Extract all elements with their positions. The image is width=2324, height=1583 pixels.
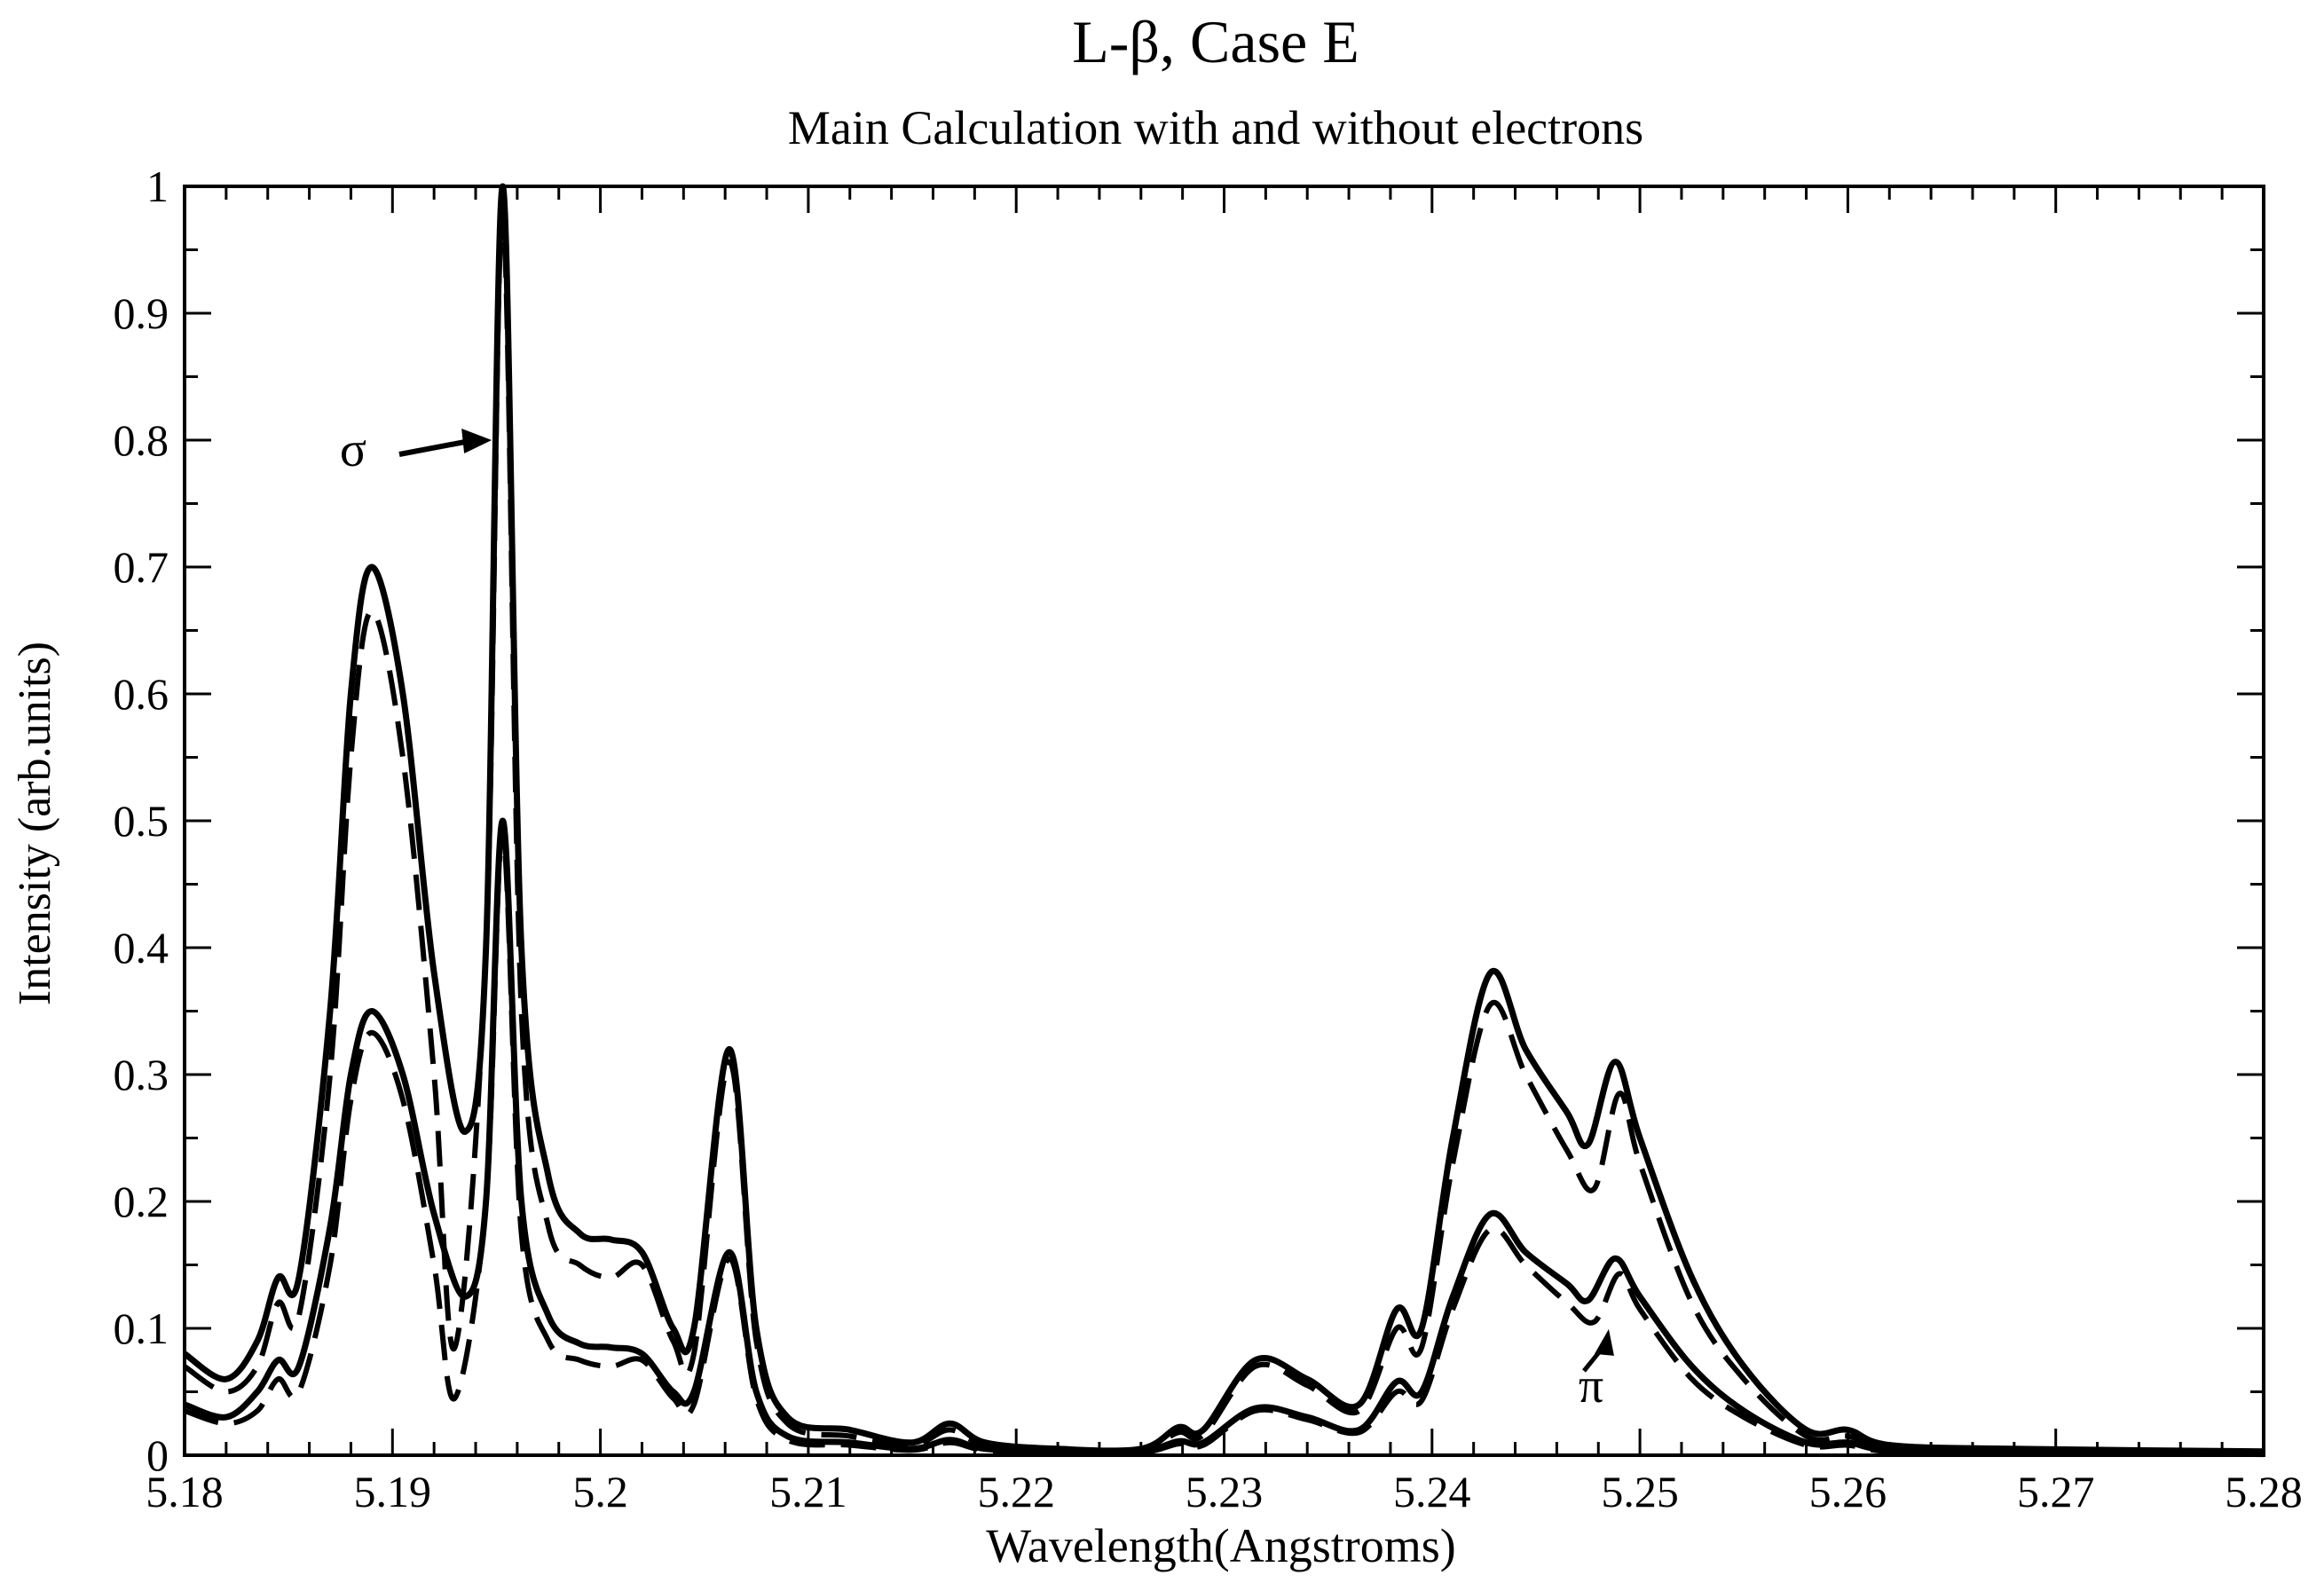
y-tick-label: 0.8 [114,415,169,465]
x-tick-label: 5.28 [2225,1467,2303,1516]
y-tick-label: 0.2 [114,1177,169,1226]
x-tick-label: 5.24 [1393,1467,1471,1516]
series-line-2 [183,209,2265,1456]
plot-frame [183,185,2265,1457]
pi-label: π [1579,1359,1603,1414]
x-tick-label: 5.21 [769,1467,847,1516]
y-tick-label: 0.3 [114,1050,169,1099]
annotations-group: σπ [340,422,1614,1414]
series-group [182,183,2265,1458]
y-tick-label: 0 [146,1430,169,1480]
y-tick-label: 0.6 [114,669,169,719]
sigma-arrowhead [461,429,492,453]
x-tick-label: 5.26 [1809,1467,1887,1516]
x-tick-label: 5.27 [2017,1467,2095,1516]
chart-title: L-β, Case E [1072,8,1359,75]
series-line-3 [183,817,2265,1458]
y-tick-label: 0.9 [114,288,169,338]
x-tick-label: 5.22 [977,1467,1055,1516]
sigma-arrow [398,439,466,457]
x-tick-label: 5.19 [354,1467,432,1516]
y-axis-label: Intensity (arb.units) [10,642,60,1005]
x-tick-label: 5.23 [1186,1467,1264,1516]
y-tick-label: 0.7 [114,542,169,592]
x-tick-label: 5.18 [146,1467,224,1516]
y-tick-label: 0.4 [114,923,169,973]
axis-ticks: 5.18 5.19 5.2 5.21 5.22 5.23 5.24 5.25 5.26 5.27 5… [114,161,2303,1516]
y-tick-label: 0.5 [114,796,169,846]
x-tick-label: 5.25 [1601,1467,1679,1516]
x-tick-label: 5.2 [572,1467,628,1516]
series-line-4 [184,831,2265,1457]
chart-subtitle: Main Calculation with and without electr… [788,101,1643,154]
sigma-label: σ [340,422,366,477]
y-tick-label: 0.1 [114,1303,169,1353]
pi-arrowhead [1594,1328,1614,1356]
x-axis-label: Wavelength(Angstroms) [986,1519,1456,1572]
y-tick-label: 1 [146,161,169,211]
